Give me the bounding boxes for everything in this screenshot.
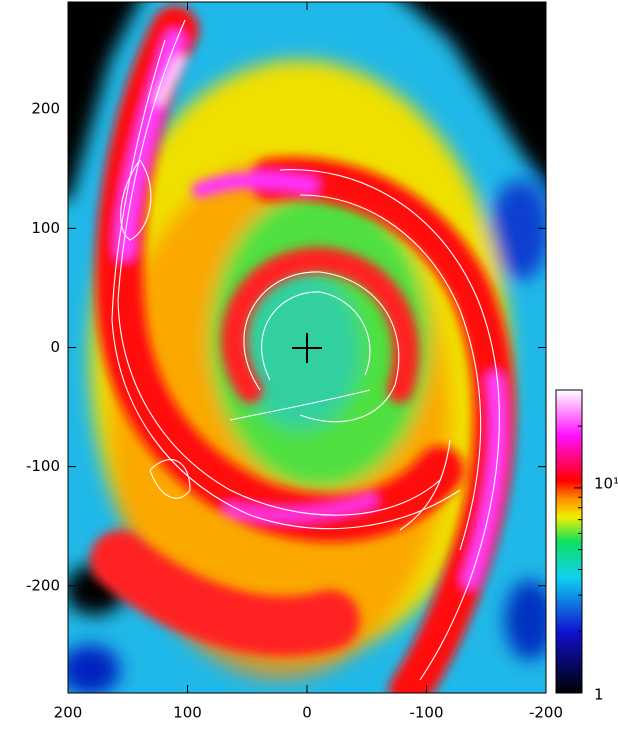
x-tick-label: 200	[54, 704, 83, 722]
y-tick-label: 0	[50, 338, 60, 356]
colorbar-tick-label: 1	[594, 686, 604, 704]
x-tick-label: 0	[302, 704, 312, 722]
galaxy-image	[68, 2, 546, 693]
center-marker	[292, 333, 322, 363]
x-tick-label: -200	[529, 704, 563, 722]
y-tick-label: -200	[26, 576, 60, 594]
colorbar	[555, 389, 583, 694]
x-tick-label: 100	[173, 704, 202, 722]
x-tick-label: -100	[409, 704, 443, 722]
y-tick-label: 100	[31, 219, 60, 237]
y-tick-label: 200	[31, 100, 60, 118]
y-tick-label: -100	[26, 457, 60, 475]
colorbar-tick-label: 10¹	[594, 474, 618, 492]
